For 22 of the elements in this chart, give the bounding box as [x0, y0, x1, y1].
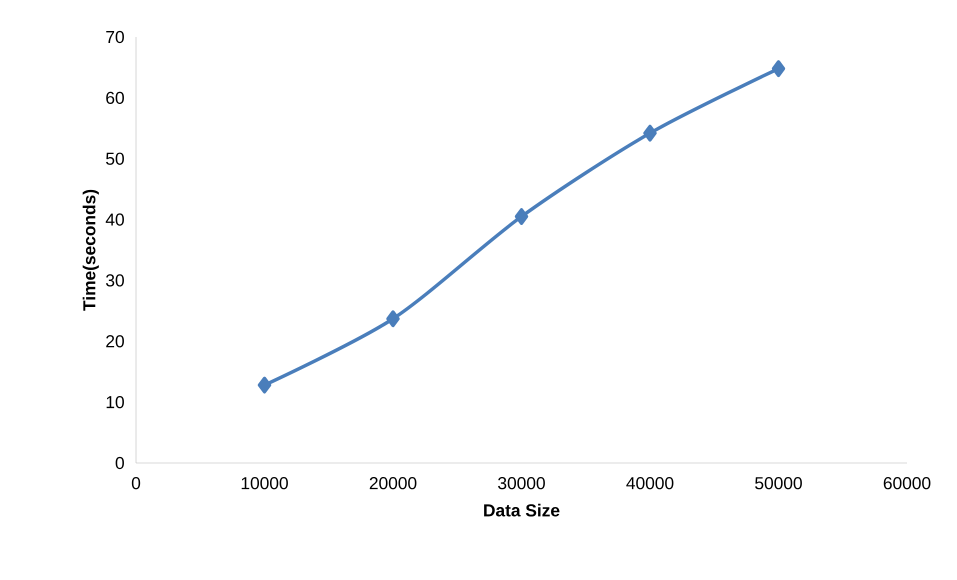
x-tick-label: 40000: [626, 477, 674, 490]
point: [386, 310, 400, 328]
y-tick-label: 30: [106, 274, 124, 287]
y-tick-label: 50: [106, 152, 124, 165]
point: [514, 208, 528, 225]
point: [258, 376, 272, 394]
x-tick-label: 0: [132, 477, 140, 490]
y-tick-label: 0: [116, 456, 124, 470]
y-tick-label: 70: [106, 30, 124, 44]
x-tick-label: 60000: [884, 477, 930, 490]
x-tick-label: 50000: [755, 477, 802, 490]
x-tick-label: 30000: [498, 477, 545, 490]
y-tick-label: 40: [106, 213, 124, 226]
x-axis-title: Data Size: [484, 504, 560, 517]
y-axis-title: Time(seconds): [82, 190, 99, 311]
y-tick-label: 60: [106, 92, 124, 104]
point: [772, 60, 786, 78]
y-tick-label: 20: [106, 335, 124, 348]
x-tick-label: 20000: [370, 477, 416, 490]
point: [643, 124, 657, 142]
x-tick-label: 10000: [242, 477, 288, 490]
y-tick-label: 10: [106, 396, 124, 408]
